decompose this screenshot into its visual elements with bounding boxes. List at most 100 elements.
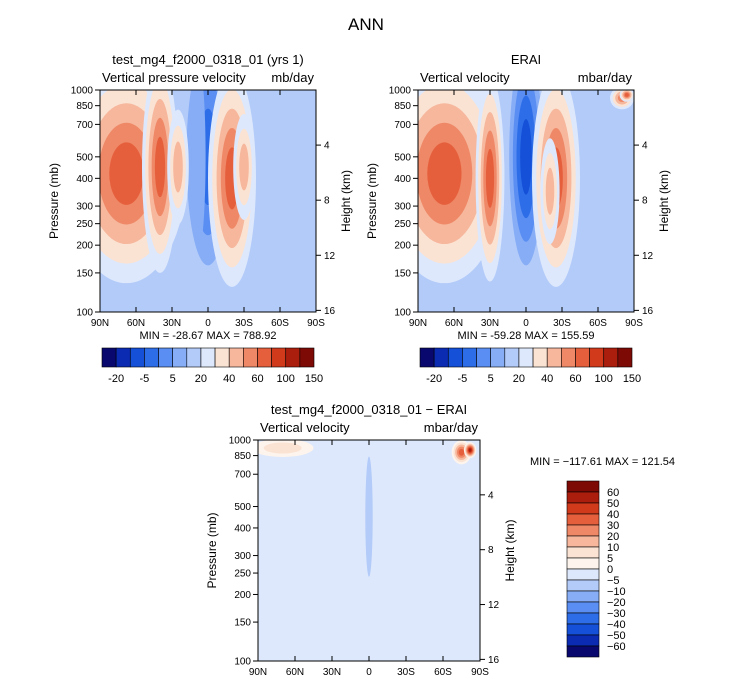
y-tick-label: 100 [76,308,93,319]
contour-band [520,119,532,195]
y-tick-label: 1000 [71,86,94,97]
colorbar-label: 60 [569,373,581,385]
colorbar-swatch [271,347,287,368]
colorbar-swatch [419,347,435,368]
y2-tick-label: 8 [488,545,494,556]
x-tick-label: 0 [523,318,529,329]
colorbar-swatch [566,491,600,504]
variable-label: Vertical pressure velocity [102,70,246,85]
y2-axis-label: Height (km) [339,170,353,232]
colorbar-swatch [433,347,449,368]
y2-tick-label: 12 [324,251,336,262]
y-tick-label: 100 [234,657,251,668]
y-tick-label: 100 [394,308,411,319]
y-tick-label: 700 [394,120,411,131]
variable-label: Vertical velocity [420,70,510,85]
colorbar-swatch [518,347,534,368]
y2-tick-label: 8 [324,196,330,207]
panel-title: test_mg4_f2000_0318_01 − ERAI [271,402,467,417]
colorbar-swatch [299,347,315,368]
x-tick-label: 30N [481,318,499,329]
colorbar-label: 60 [607,487,619,499]
y-tick-label: 700 [76,120,93,131]
colorbar-label: 40 [541,373,553,385]
x-tick-label: 90N [91,318,109,329]
units-label: mb/day [271,70,314,85]
colorbar-label: -20 [108,373,124,385]
contour-band [239,143,249,191]
x-tick-label: 60S [589,318,607,329]
y-tick-label: 200 [234,590,251,601]
y-tick-label: 200 [76,241,93,252]
colorbar-swatch [566,513,600,526]
colorbar-swatch [566,546,600,559]
y2-axis-label: Height (km) [657,170,671,232]
y-tick-label: 1000 [389,86,412,97]
colorbar-label: -20 [426,373,442,385]
y-tick-label: 850 [76,101,93,112]
colorbar-swatch [566,502,600,515]
x-tick-label: 90S [307,318,325,329]
variable-label: Vertical velocity [260,420,350,435]
colorbar-swatch [566,612,600,625]
panel-title: test_mg4_f2000_0318_01 (yrs 1) [112,52,304,67]
x-tick-label: 60S [271,318,289,329]
contour-band [458,448,465,456]
colorbar-label: 40 [607,509,619,521]
x-tick-label: 30N [323,667,341,678]
contour-band [427,142,462,205]
colorbar-label: −10 [607,586,626,598]
colorbar-swatch [566,524,600,537]
y-tick-label: 250 [234,569,251,580]
colorbar-label: 5 [488,373,494,385]
contour-band [468,448,472,452]
colorbar-swatch [566,568,600,581]
min-max-stats: MIN = −117.61 MAX = 121.54 [530,456,675,468]
y-tick-label: 700 [234,470,251,481]
y-tick-label: 400 [76,174,93,185]
y2-tick-label: 12 [642,251,654,262]
units-label: mbar/day [424,420,479,435]
x-tick-label: 0 [205,318,211,329]
colorbar-label: −40 [607,619,626,631]
colorbar-label: −30 [607,608,626,620]
colorbar-swatch [566,645,600,658]
y-tick-label: 500 [234,502,251,513]
contour-band [173,141,183,193]
colorbar-label: 5 [170,373,176,385]
contour-band [624,93,629,97]
y2-tick-label: 16 [488,655,500,666]
y2-tick-label: 12 [488,600,500,611]
y-tick-label: 250 [76,219,93,230]
y2-tick-label: 16 [324,306,336,317]
y-tick-label: 850 [234,451,251,462]
field-contours [100,90,256,287]
x-tick-label: 90S [471,667,489,678]
y-tick-label: 300 [394,202,411,213]
colorbar-label: 100 [595,373,613,385]
colorbar-swatch [566,590,600,603]
y-tick-label: 250 [394,219,411,230]
colorbar-swatch [257,347,272,368]
colorbar-swatch [462,347,477,368]
y-tick-label: 150 [234,618,251,629]
x-tick-label: 90N [409,318,427,329]
colorbar-label: −50 [607,630,626,642]
colorbar-label: 20 [607,531,619,543]
colorbar-label: 0 [607,564,613,576]
colorbar-swatch [566,601,600,614]
colorbar-swatch [504,347,520,368]
x-tick-label: 90N [249,667,267,678]
colorbar-label: 30 [607,520,619,532]
colorbar-swatch [172,347,188,368]
y-tick-label: 150 [76,268,93,279]
x-tick-label: 30S [553,318,571,329]
contour-band [485,148,495,208]
colorbar-label: 100 [277,373,295,385]
colorbar-label: 20 [195,373,207,385]
colorbar-swatch [617,347,633,368]
colorbar-swatch [129,347,145,368]
colorbar-swatch [285,347,301,368]
